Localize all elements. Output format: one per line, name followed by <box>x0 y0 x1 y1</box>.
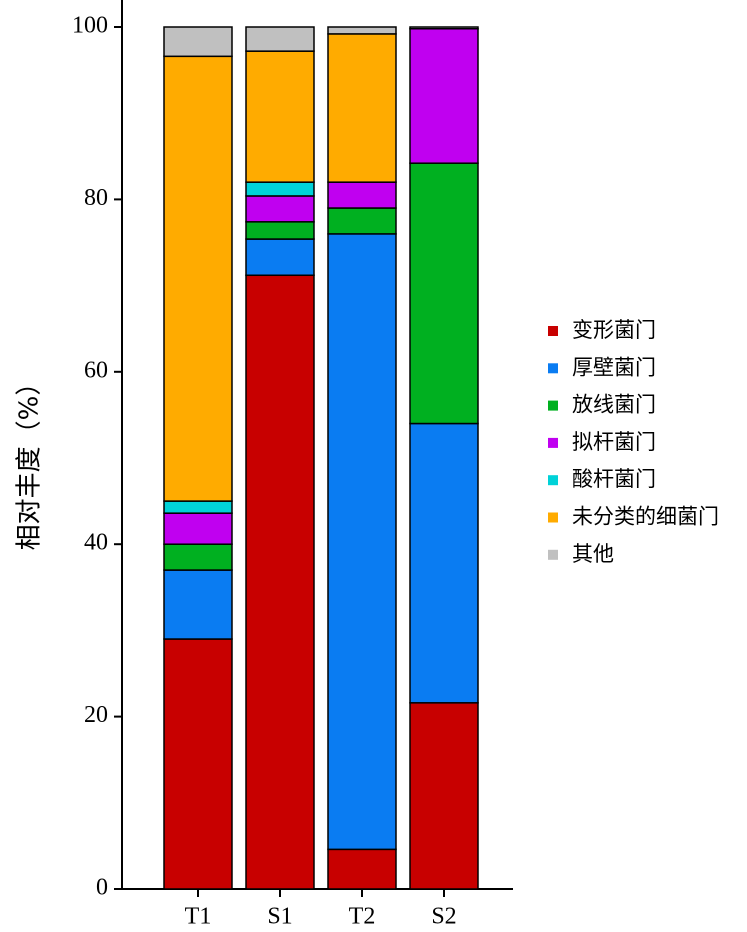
bar-segment <box>409 162 479 425</box>
x-tick-label: T2 <box>349 904 376 930</box>
bar-segment <box>245 274 315 890</box>
y-tick-label: 0 <box>96 875 108 901</box>
legend-label: 其他 <box>572 542 614 566</box>
bar-segment <box>245 221 315 240</box>
legend-label: 酸杆菌门 <box>572 467 656 491</box>
legend-swatch <box>548 549 558 560</box>
legend-label: 未分类的细菌门 <box>572 505 719 529</box>
legend-swatch <box>548 437 558 448</box>
bar-segment <box>163 569 233 640</box>
bar-segment <box>163 55 233 502</box>
bar-segment <box>245 195 315 223</box>
bar-segment <box>163 500 233 514</box>
y-axis-label: 相对丰度（%） <box>15 370 45 551</box>
x-tick-labels: T1 S1 T2 S2 <box>185 889 457 930</box>
bar-segment <box>245 238 315 277</box>
bar-segment <box>245 181 315 197</box>
bar-segment <box>327 207 397 235</box>
bar-segment <box>327 233 397 851</box>
y-tick-label: 20 <box>84 702 108 728</box>
bar-segment <box>163 543 233 571</box>
bar-segment <box>327 181 397 209</box>
x-tick-label: S1 <box>267 904 292 930</box>
bar-segment <box>163 26 233 58</box>
bar-segment <box>163 638 233 890</box>
x-tick-label: T1 <box>185 904 212 930</box>
legend-swatch <box>548 512 558 523</box>
bar-segment <box>327 33 397 183</box>
bar-segment <box>245 50 315 183</box>
bar-segment <box>409 27 479 164</box>
y-tick-label: 40 <box>84 530 108 556</box>
legend-label: 拟杆菌门 <box>572 430 656 454</box>
bar-segment <box>245 26 315 52</box>
legend-swatch <box>548 326 558 336</box>
legend-swatch <box>548 363 558 374</box>
y-tick-label: 100 <box>72 13 108 39</box>
legend-label: 变形菌门 <box>572 318 656 342</box>
bars <box>163 26 479 890</box>
legend-swatch <box>548 400 558 411</box>
x-tick-label: S2 <box>431 904 456 930</box>
legend-swatch <box>548 475 558 486</box>
legend-label: 放线菌门 <box>572 393 656 417</box>
bar-segment <box>163 512 233 545</box>
bar-segment <box>409 422 479 704</box>
bar-segment <box>409 702 479 890</box>
bar-segment <box>327 848 397 890</box>
legend-label: 厚壁菌门 <box>572 355 656 379</box>
y-tick-label: 60 <box>84 357 108 383</box>
bar-segment <box>327 26 397 35</box>
bar-segment <box>409 26 479 30</box>
y-tick-label: 80 <box>84 185 108 211</box>
y-ticks: 0 20 40 60 80 100 <box>72 13 122 901</box>
